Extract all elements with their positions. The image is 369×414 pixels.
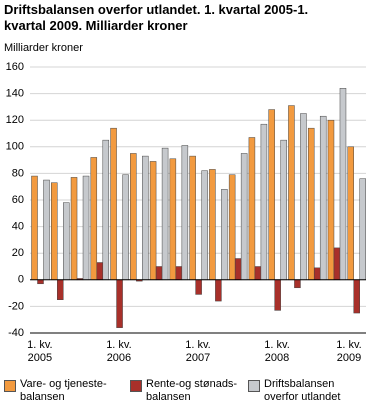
bar xyxy=(70,177,78,281)
bar xyxy=(175,266,183,281)
bar xyxy=(228,174,236,281)
legend-swatch xyxy=(4,380,16,392)
x-tick-label: 1. kv. 2007 xyxy=(185,339,211,364)
bar xyxy=(234,258,242,281)
bar xyxy=(260,123,268,281)
bar xyxy=(201,170,208,281)
bar xyxy=(353,279,360,314)
bar xyxy=(31,175,38,281)
legend-label: Rente-og stønads- balansen xyxy=(146,378,238,403)
bar xyxy=(274,279,281,311)
bar xyxy=(268,109,275,281)
bar xyxy=(254,266,262,281)
bar xyxy=(122,174,129,281)
bar xyxy=(347,146,354,281)
bar xyxy=(288,105,295,281)
y-tick-label: 60 xyxy=(12,194,24,206)
legend-label: Driftsbalansen overfor utlandet xyxy=(264,378,341,403)
bar xyxy=(248,137,256,281)
bar xyxy=(181,145,189,281)
bar xyxy=(240,153,248,281)
x-tick-label: 1. kv. 2008 xyxy=(264,339,290,364)
y-tick-label: -20 xyxy=(8,300,24,312)
bar xyxy=(300,113,307,281)
y-tick-label: -40 xyxy=(8,327,24,339)
y-tick-label: 120 xyxy=(6,114,24,126)
bar xyxy=(209,169,216,281)
x-tick-label: 1. kv. 2005 xyxy=(27,339,53,364)
bar xyxy=(82,175,90,281)
bar xyxy=(280,139,287,281)
y-tick-label: 160 xyxy=(6,61,24,73)
bar xyxy=(327,119,335,281)
bar xyxy=(294,279,301,289)
bar xyxy=(169,158,177,281)
bar xyxy=(43,179,50,281)
y-tick-label: 100 xyxy=(6,141,24,153)
chart-title: Driftsbalansen overfor utlandet. 1. kvar… xyxy=(4,2,309,33)
x-tick-label: 1. kv. 2009 xyxy=(336,339,362,364)
bar xyxy=(63,202,70,281)
y-tick-label: 40 xyxy=(12,221,24,233)
legend-label: Vare- og tjeneste- balansen xyxy=(20,378,107,403)
bar xyxy=(57,279,64,300)
y-tick-label: 140 xyxy=(6,88,24,100)
y-tick-label: 0 xyxy=(18,274,24,286)
bar xyxy=(215,279,222,302)
bar xyxy=(333,247,341,281)
bar xyxy=(307,127,315,281)
bar xyxy=(189,155,196,281)
bar xyxy=(51,182,58,281)
bar xyxy=(96,262,104,281)
bar xyxy=(116,279,123,328)
bar xyxy=(319,115,327,281)
bar xyxy=(221,189,228,281)
bar xyxy=(155,266,163,281)
y-tick-label: 20 xyxy=(12,247,24,259)
bar xyxy=(110,127,117,281)
legend-swatch xyxy=(130,380,142,392)
bar xyxy=(161,147,169,281)
y-tick-label: 80 xyxy=(12,167,24,179)
bar xyxy=(130,153,137,281)
bar xyxy=(313,267,321,281)
y-axis-label: Milliarder kroner xyxy=(4,42,83,54)
bar xyxy=(37,279,44,285)
bar xyxy=(149,161,157,281)
bar xyxy=(339,88,347,281)
bar xyxy=(195,279,202,295)
bar xyxy=(142,155,149,281)
x-tick-label: 1. kv. 2006 xyxy=(106,339,132,364)
bar xyxy=(102,139,110,281)
bar xyxy=(90,157,98,281)
bar xyxy=(359,178,366,281)
legend-swatch xyxy=(248,380,260,392)
